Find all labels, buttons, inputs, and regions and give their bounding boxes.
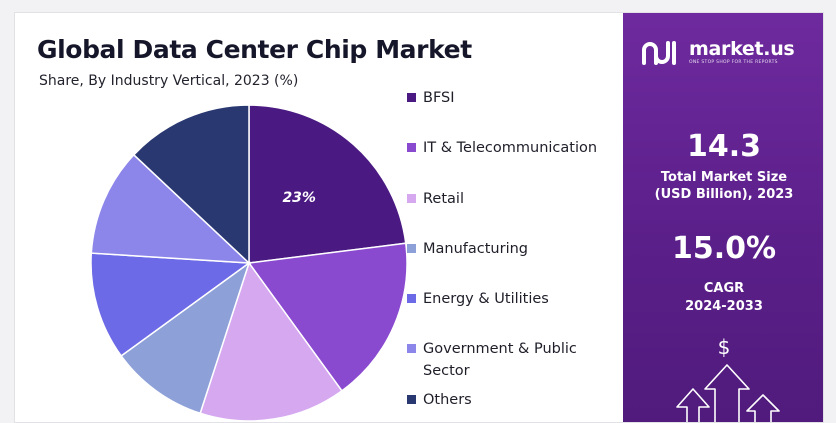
pie-slice-energy-utilities [90,252,252,357]
legend-label: BFSI [423,90,455,106]
cagr-value: 15.0% [671,231,777,266]
legend-swatch [407,93,416,102]
brand-name: market.us [689,38,795,60]
legend-swatch [407,194,416,203]
legend-label: Energy & Utilities [423,291,549,307]
pie-slice-manufacturing [120,261,251,415]
market-size-label-line1: Total Market Size [660,170,788,185]
cagr-period: 2024-2033 [685,299,763,314]
market-us-logo-icon [642,41,676,65]
legend-label: Government & Public Sector [423,341,577,379]
legend-swatch [407,244,416,253]
legend-swatch [407,294,416,303]
legend-item: BFSI [407,87,623,109]
growth-arrows-icon [676,364,780,422]
chart-subtitle: Share, By Industry Vertical, 2023 (%) [39,73,299,89]
legend-label: Manufacturing [423,241,528,257]
legend-swatch [407,143,416,152]
legend-swatch [407,344,416,353]
legend-item: Government & Public Sector [407,338,623,382]
legend-item: IT & Telecommunication [407,137,623,159]
pie-slice-retail [199,261,343,422]
legend-item: Manufacturing [407,238,623,260]
pie-slice-government-public-sector [90,153,252,264]
legend-label: IT & Telecommunication [423,140,598,156]
legend-item: Retail [407,188,623,210]
pie-chart: 23% [90,104,408,422]
market-size-label-line2: (USD Billion), 2023 [654,187,794,202]
market-size-label: Total Market Size (USD Billion), 2023 [623,169,823,203]
legend-swatch [407,395,416,404]
pie-slice-it-telecommunication [247,242,408,392]
chart-title: Global Data Center Chip Market [37,35,472,64]
legend-label: Others [423,392,472,408]
cagr-label: CAGR [703,281,745,296]
brand-tagline: ONE STOP SHOP FOR THE REPORTS [689,60,778,65]
legend-item: Others [407,389,623,411]
pie-data-label: 23% [282,190,316,206]
pie-slice-others [132,104,250,265]
infographic-card: Global Data Center Chip Market Share, By… [14,12,824,423]
brand-logo: market.us ONE STOP SHOP FOR THE REPORTS [641,38,795,65]
pie-slice-bfsi [248,104,407,264]
market-summary-panel: market.us ONE STOP SHOP FOR THE REPORTS … [623,13,823,422]
dollar-icon: $ [717,335,731,359]
legend-item: Energy & Utilities [407,288,623,310]
legend-label: Retail [423,191,464,207]
market-size-value: 14.3 [686,129,762,164]
